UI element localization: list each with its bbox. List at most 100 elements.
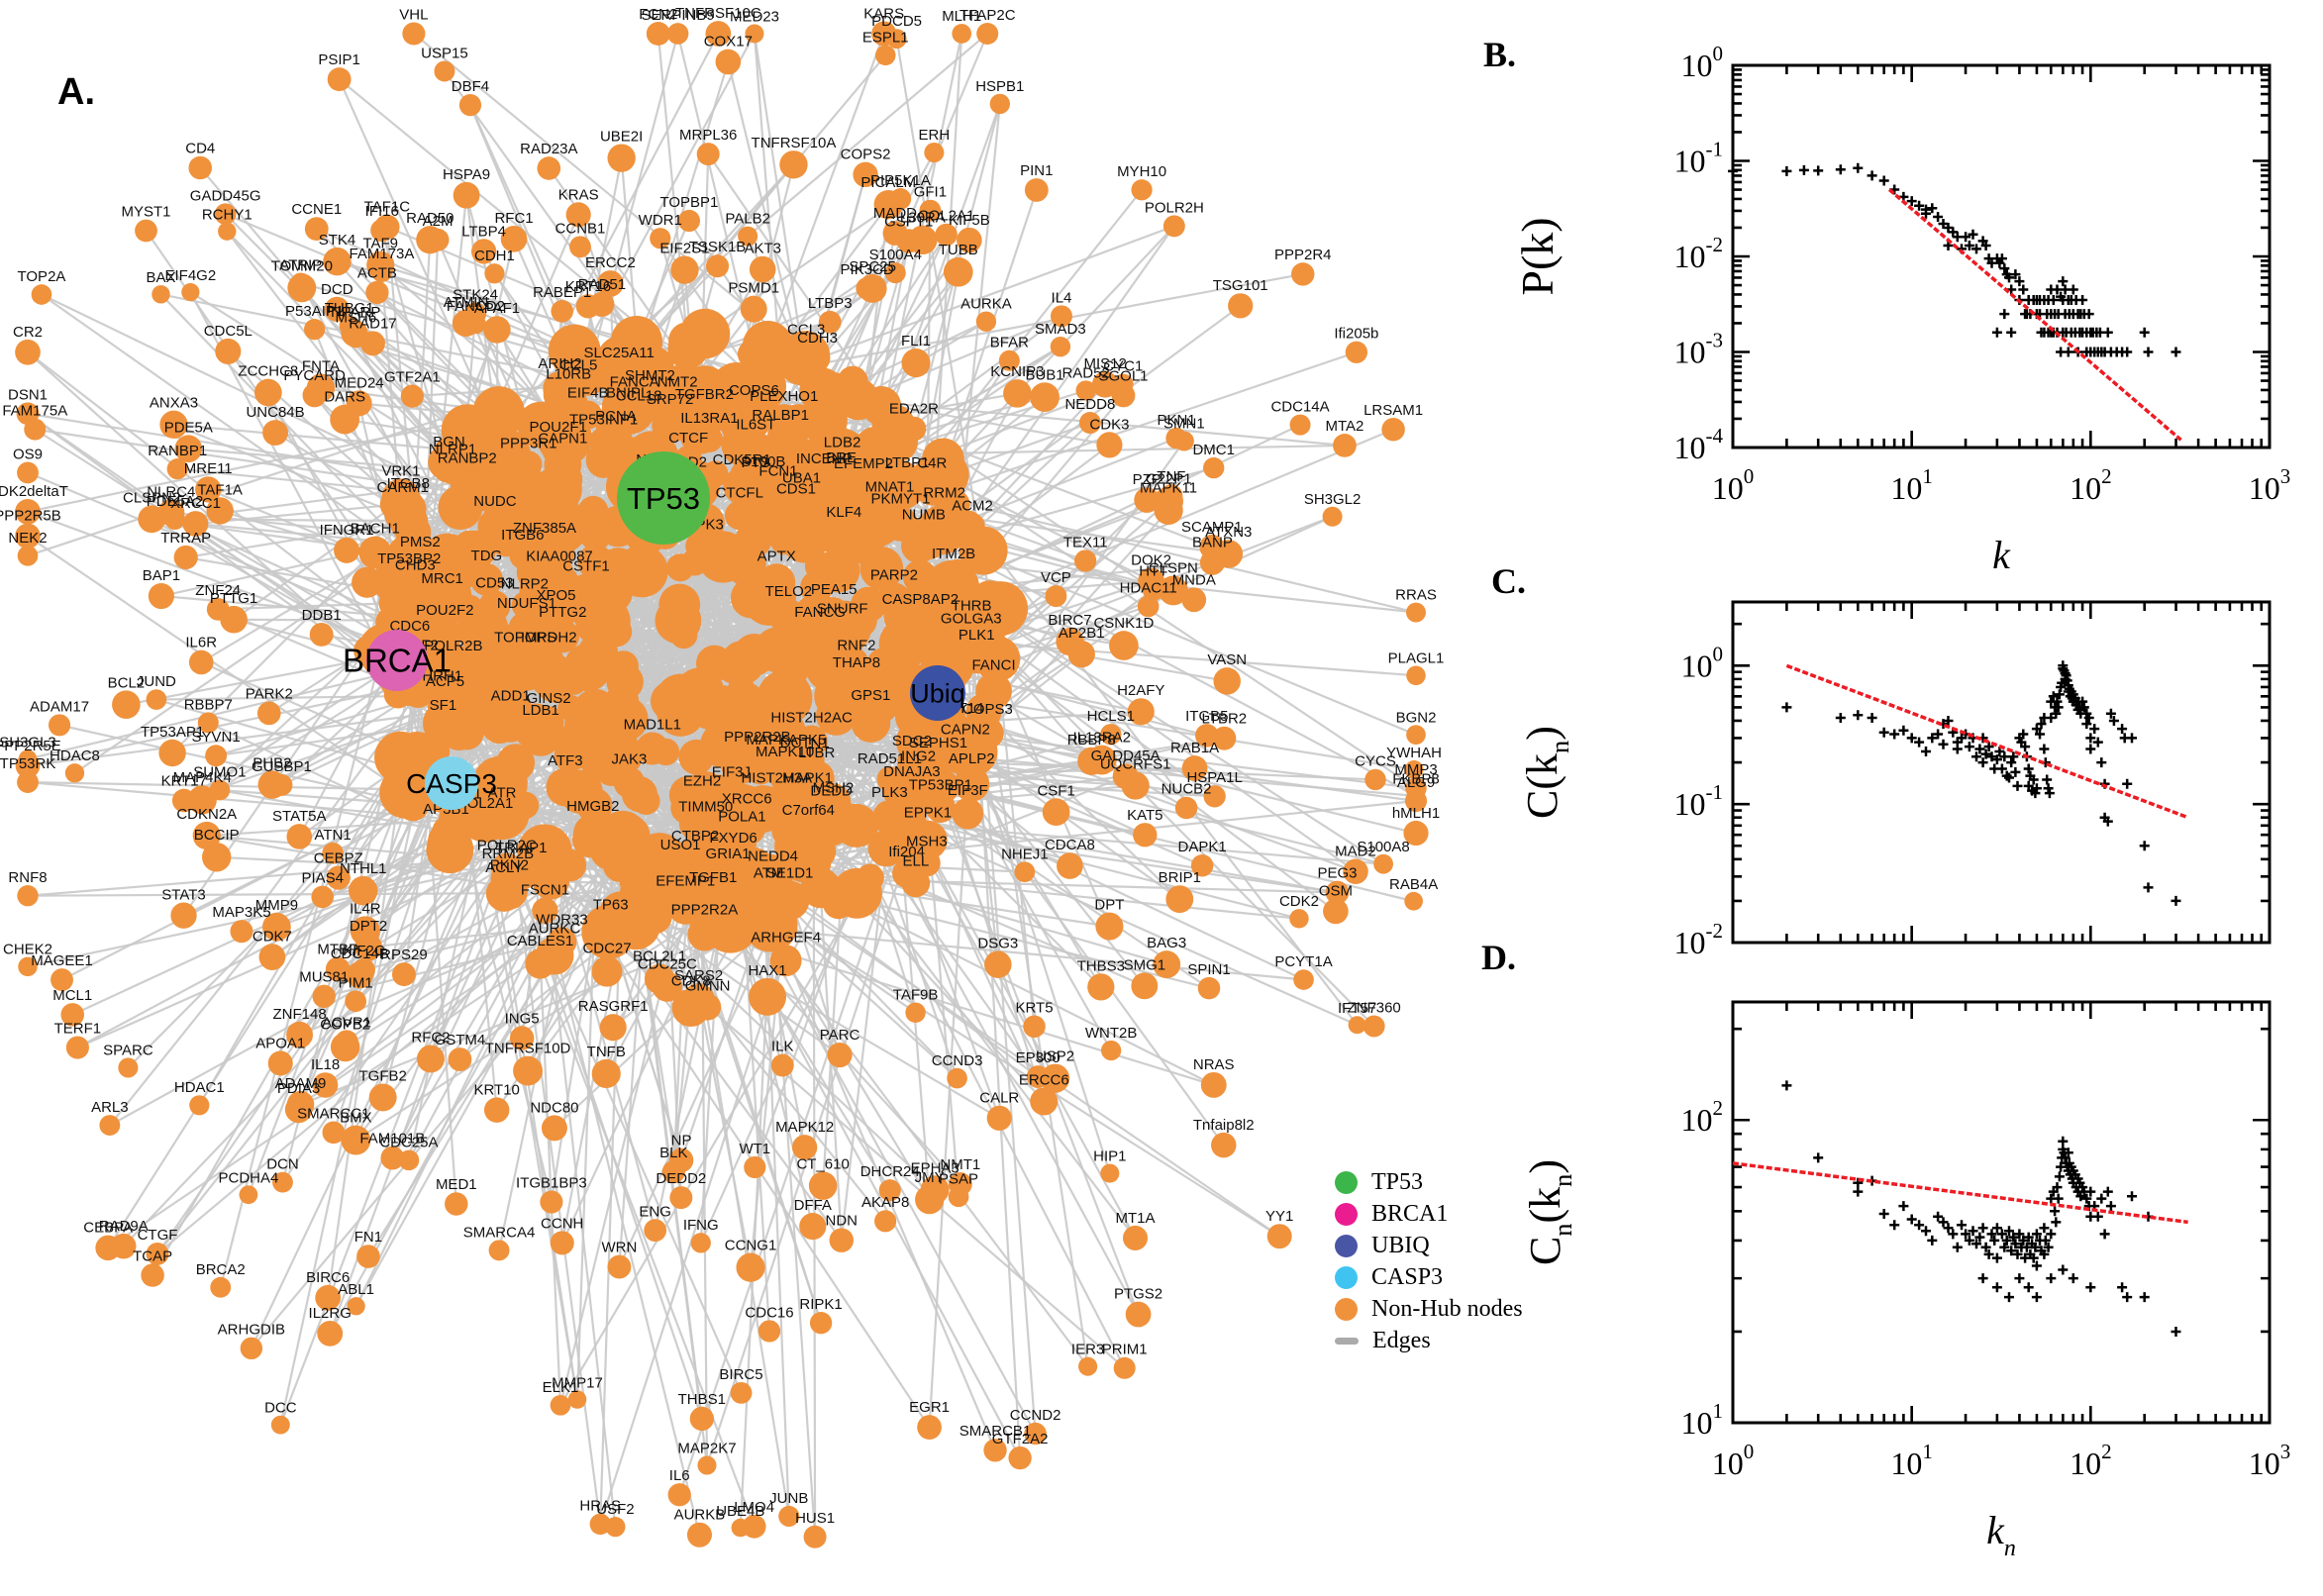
svg-text:TGFBR2: TGFBR2: [675, 386, 734, 403]
svg-text:BGN: BGN: [433, 434, 465, 450]
svg-text:ATMIN: ATMIN: [444, 294, 489, 311]
svg-text:PIM1: PIM1: [339, 974, 373, 991]
svg-text:102: 102: [2070, 464, 2112, 506]
svg-text:102: 102: [2070, 1440, 2112, 1481]
svg-text:MMP3: MMP3: [1394, 761, 1437, 778]
svg-text:KRT5: KRT5: [1015, 1000, 1053, 1017]
svg-text:PLK1: PLK1: [959, 627, 995, 644]
svg-text:CABLES1: CABLES1: [507, 933, 574, 949]
svg-text:LTBR2: LTBR2: [1202, 711, 1248, 728]
svg-text:PKN2: PKN2: [490, 856, 529, 873]
svg-text:NTHL1: NTHL1: [340, 860, 387, 877]
svg-text:SLC25A11: SLC25A11: [583, 345, 654, 361]
svg-text:MAPKAPK5: MAPKAPK5: [746, 732, 826, 748]
svg-text:PCDHA4: PCDHA4: [218, 1169, 278, 1186]
svg-text:HMGB2: HMGB2: [566, 798, 619, 815]
svg-text:CCNB1: CCNB1: [556, 220, 606, 237]
svg-text:CDC14A: CDC14A: [1270, 399, 1329, 416]
svg-text:101: 101: [1890, 464, 1932, 506]
svg-text:100: 100: [1712, 1440, 1755, 1481]
svg-text:POLR2C: POLR2C: [477, 837, 537, 853]
svg-text:DNAJA3: DNAJA3: [883, 763, 941, 780]
scatter-points: [1728, 162, 2181, 357]
svg-text:TAF1C: TAF1C: [364, 199, 411, 216]
svg-text:YWHAH: YWHAH: [1386, 745, 1442, 761]
svg-text:TP53INP1: TP53INP1: [569, 411, 638, 428]
svg-text:PPP3R1: PPP3R1: [500, 435, 557, 451]
svg-text:SHMT2: SHMT2: [625, 367, 675, 384]
svg-text:CDK5R1: CDK5R1: [713, 451, 771, 468]
svg-text:IL13RA2: IL13RA2: [1073, 730, 1131, 747]
svg-text:MUS81: MUS81: [299, 969, 349, 986]
svg-text:TOP2A: TOP2A: [18, 268, 66, 285]
svg-text:DCC: DCC: [264, 1400, 297, 1417]
svg-text:MAD2: MAD2: [1335, 844, 1376, 860]
svg-text:PLEXHO1: PLEXHO1: [750, 388, 818, 405]
svg-text:AKAP8: AKAP8: [861, 1194, 909, 1211]
svg-text:NLRP2: NLRP2: [501, 576, 549, 593]
svg-text:MAPK1: MAPK1: [782, 769, 833, 786]
svg-text:MAGEE1: MAGEE1: [31, 952, 93, 969]
svg-text:CDCA8: CDCA8: [1045, 837, 1095, 853]
svg-text:SMAD3: SMAD3: [1035, 321, 1086, 338]
svg-text:TAF1A: TAF1A: [197, 481, 243, 498]
svg-text:FAM175A: FAM175A: [2, 403, 67, 420]
svg-text:PDE5A: PDE5A: [164, 419, 213, 436]
svg-text:CDC14B: CDC14B: [331, 946, 389, 962]
svg-text:ZNF360: ZNF360: [1348, 1000, 1401, 1017]
svg-text:RNF2: RNF2: [837, 638, 875, 654]
svg-text:ADAM9: ADAM9: [275, 1075, 327, 1092]
svg-text:TP53BP2: TP53BP2: [377, 550, 441, 567]
svg-text:CLSPN2: CLSPN2: [123, 489, 180, 506]
svg-text:GFI1: GFI1: [914, 184, 947, 201]
svg-text:TIPARP: TIPARP: [328, 304, 380, 321]
svg-text:WT1: WT1: [739, 1141, 770, 1157]
svg-text:JUND: JUND: [137, 673, 176, 690]
svg-text:TELO2: TELO2: [765, 583, 813, 600]
svg-text:UBE2I: UBE2I: [600, 128, 643, 145]
svg-text:CDK7: CDK7: [252, 928, 292, 945]
svg-text:ATF3: ATF3: [548, 752, 583, 769]
svg-text:PDCD5: PDCD5: [871, 13, 922, 30]
svg-text:EDA2R: EDA2R: [889, 401, 939, 418]
svg-text:GTF2A1: GTF2A1: [384, 369, 441, 386]
svg-text:TOPORS: TOPORS: [494, 630, 556, 647]
svg-text:KCNIP3: KCNIP3: [990, 363, 1044, 380]
svg-text:S100A8: S100A8: [1357, 839, 1409, 855]
svg-text:ING2: ING2: [901, 748, 936, 765]
svg-text:OSM: OSM: [1319, 883, 1353, 900]
svg-text:FANCI: FANCI: [971, 657, 1015, 674]
svg-text:HDAC8: HDAC8: [50, 748, 100, 764]
svg-text:TSSK1B: TSSK1B: [689, 239, 747, 255]
svg-text:BAP1: BAP1: [143, 567, 180, 584]
svg-text:PTS: PTS: [741, 454, 769, 471]
svg-text:L10RB: L10RB: [546, 366, 591, 383]
svg-text:100: 100: [1712, 464, 1755, 506]
svg-text:FNTA: FNTA: [302, 358, 340, 375]
svg-text:101: 101: [1681, 1399, 1724, 1441]
svg-text:SPIN1: SPIN1: [1187, 961, 1230, 978]
svg-text:VHL: VHL: [399, 6, 428, 23]
svg-text:TP63: TP63: [593, 897, 629, 914]
svg-text:MSH2: MSH2: [813, 779, 855, 796]
svg-text:PALB2: PALB2: [725, 211, 770, 228]
svg-text:TCAP: TCAP: [133, 1247, 172, 1264]
svg-text:USF2: USF2: [596, 1501, 634, 1518]
legend-label: CASP3: [1371, 1264, 1444, 1290]
svg-text:RAD52: RAD52: [1061, 364, 1109, 381]
svg-text:FAM173A: FAM173A: [350, 246, 415, 262]
legend-item: CASP3: [1335, 1265, 1523, 1289]
svg-text:HIST2H2AC: HIST2H2AC: [770, 710, 853, 727]
svg-text:POLA1: POLA1: [718, 808, 765, 825]
svg-text:KRT16: KRT16: [565, 278, 611, 295]
svg-text:MLH1: MLH1: [942, 8, 981, 25]
svg-text:CT_610: CT_610: [796, 1155, 849, 1172]
svg-text:CARM1: CARM1: [377, 479, 430, 496]
svg-text:ITGB6: ITGB6: [501, 527, 544, 544]
svg-text:MT1A: MT1A: [1116, 1210, 1156, 1227]
svg-text:NP: NP: [671, 1133, 692, 1149]
svg-text:ATXN3: ATXN3: [1205, 524, 1252, 541]
svg-text:GRIA1: GRIA1: [706, 846, 751, 862]
svg-text:MIS12: MIS12: [1083, 355, 1126, 372]
svg-text:STK24: STK24: [453, 287, 498, 304]
